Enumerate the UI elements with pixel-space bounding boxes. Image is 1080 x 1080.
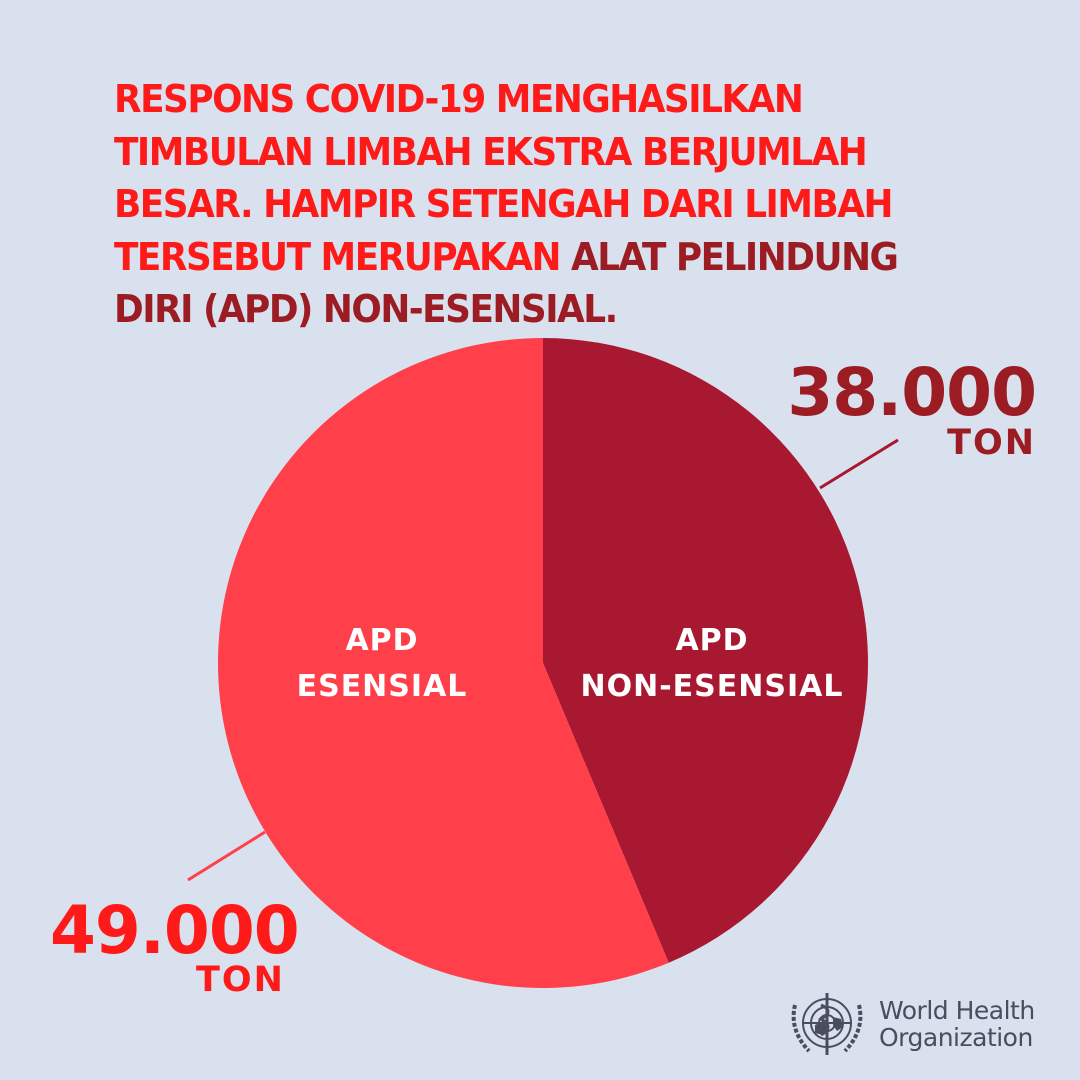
leader-line-esensial [187,830,266,882]
unit-label-esensial: TON [196,960,285,1000]
headline-part-red: RESPONS COVID-19 MENGHASILKAN TIMBULAN L… [114,77,894,280]
pie-slice-non-esensial [543,338,868,963]
slice-label-line1: APD [675,623,749,658]
unit-label-non-esensial: TON [947,423,1036,463]
value-label-non-esensial: 38.000 [787,354,1037,431]
headline-part-dark: ALAT PELINDUNG DIRI (APD) NON-ESENSIAL. [114,234,899,333]
who-logo: World Health Organization [785,985,1035,1063]
pie-slice-esensial [217,338,669,988]
logo-line2: Organization [879,1023,1033,1052]
slice-label-line1: APD [345,623,419,658]
slice-label-esensial: APD ESENSIAL [272,618,492,710]
logo-line1: World Health [879,996,1035,1025]
who-emblem-icon [791,993,863,1055]
headline: RESPONS COVID-19 MENGHASILKAN TIMBULAN L… [114,74,951,337]
value-label-esensial: 49.000 [50,892,300,969]
slice-label-line2: NON-ESENSIAL [580,669,844,704]
leader-line-non-esensial [819,438,899,490]
slice-label-non-esensial: APD NON-ESENSIAL [572,618,852,710]
slice-label-line2: ESENSIAL [296,669,468,704]
